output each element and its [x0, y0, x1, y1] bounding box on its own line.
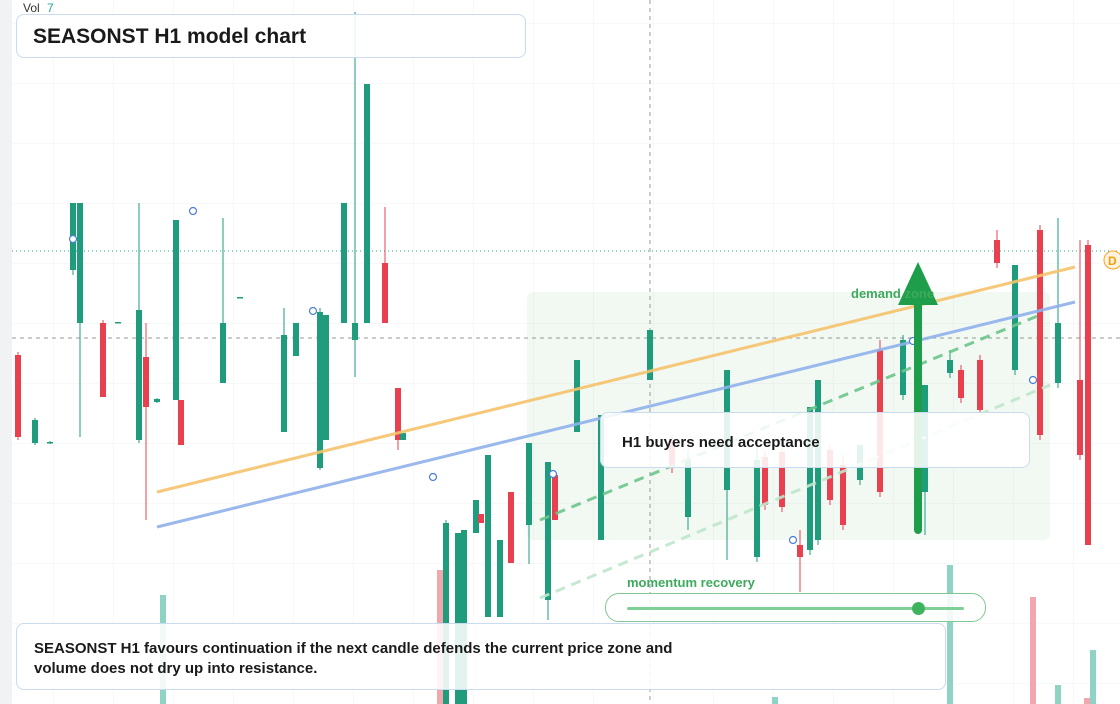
candle-body [977, 360, 983, 410]
candle-body [685, 460, 691, 517]
volume-bar [1090, 650, 1096, 704]
slider-box [605, 593, 986, 622]
chart-title: SEASONST H1 model chart [33, 25, 307, 48]
candle-body [647, 330, 653, 380]
candle-body [574, 360, 580, 432]
candle-body [136, 310, 142, 440]
candle-body [15, 355, 21, 437]
candle-body [485, 455, 491, 617]
volume-bar [1030, 597, 1036, 704]
candle-body [526, 443, 532, 525]
candle-body [77, 203, 83, 323]
candle-body [461, 530, 467, 704]
candle-body [1077, 380, 1083, 455]
marker [68, 234, 78, 244]
candle-body [994, 240, 1000, 263]
candle-body [443, 523, 449, 704]
marker [548, 469, 558, 479]
candle-body [947, 360, 953, 373]
candle-body [958, 370, 964, 398]
candle-body [497, 540, 503, 617]
tag-text: D [1108, 254, 1117, 268]
arrow-head [898, 262, 938, 305]
tag-badge [1103, 250, 1120, 270]
candle-body [100, 323, 106, 397]
candle-body [352, 323, 358, 340]
candle-body [220, 323, 226, 383]
volume-legend: Vol 7 [23, 1, 54, 15]
left-strip [0, 0, 12, 704]
candle-body [143, 357, 149, 407]
volume-value: 7 [47, 1, 54, 15]
volume-label: Vol [23, 1, 40, 15]
note-text: SEASONST H1 favours continuation if the … [34, 640, 673, 677]
candle-body [323, 315, 329, 440]
slider-knob [912, 602, 925, 615]
candle-body [400, 433, 406, 440]
volume-bar [1084, 698, 1090, 704]
marker [1028, 375, 1038, 385]
note-box: SEASONST H1 favours continuation if the … [16, 623, 946, 690]
candle-body [293, 323, 299, 356]
candle-body [1037, 230, 1043, 435]
candle-body [281, 335, 287, 432]
candle-body [779, 452, 785, 507]
slider-track [627, 607, 964, 610]
candle-body [754, 460, 760, 557]
volume-bar [947, 565, 953, 704]
trendline [539, 313, 1041, 522]
candle-body [840, 465, 846, 525]
candle-body [797, 545, 803, 557]
candle-body [341, 203, 347, 323]
title-box: SEASONST H1 model chart [16, 14, 526, 58]
marker [188, 206, 198, 216]
candle-body [115, 322, 121, 324]
volume-bar [1055, 685, 1061, 704]
candle-body [364, 84, 370, 323]
candle-body [598, 415, 604, 540]
callout-text: H1 buyers need acceptance [622, 434, 820, 451]
candle-body [1055, 323, 1061, 383]
callout-box: H1 buyers need acceptance [600, 412, 1030, 468]
candle-body [395, 388, 401, 440]
candle-body [178, 400, 184, 445]
candle-body [552, 475, 558, 520]
marker [788, 535, 798, 545]
zone-label: demand zone [851, 286, 934, 301]
candle-body [827, 450, 833, 500]
candle-body [478, 514, 484, 523]
candle-body [382, 263, 388, 323]
candle-body [762, 457, 768, 505]
candle-body [32, 420, 38, 443]
volume-bar [772, 697, 778, 704]
candle-body [173, 220, 179, 400]
candle-body [455, 533, 461, 704]
candle-body [1085, 245, 1091, 545]
candle-body [473, 500, 479, 533]
candle-body [154, 399, 160, 402]
slider-label: momentum recovery [627, 575, 755, 590]
candle-body [317, 312, 323, 468]
candle-body [508, 492, 514, 563]
marker [428, 472, 438, 482]
candle-body [237, 297, 243, 299]
candle-body [47, 442, 53, 444]
candle-body [807, 407, 813, 550]
marker [308, 306, 318, 316]
candle-body [900, 340, 906, 395]
candle-body [545, 462, 551, 600]
